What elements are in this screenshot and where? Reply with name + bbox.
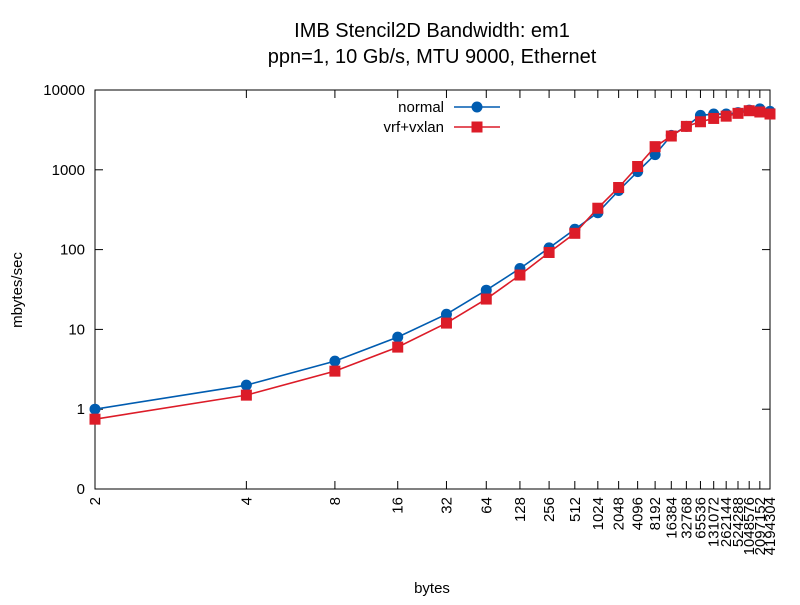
chart-title: IMB Stencil2D Bandwidth: em1	[294, 20, 570, 42]
x-tick-label: 64	[478, 497, 495, 514]
legend-label: vrf+vxlan	[384, 119, 444, 136]
x-tick-label: 16384	[663, 497, 680, 539]
point	[543, 246, 555, 258]
y-tick-label: 1	[77, 401, 85, 418]
point	[592, 202, 604, 214]
x-tick-label: 8192	[647, 497, 664, 530]
y-tick-label: 100	[60, 242, 85, 259]
series-line	[94, 108, 771, 410]
point	[240, 379, 252, 391]
x-tick-label: 131072	[706, 497, 723, 547]
y-axis-label: mbytes/sec	[9, 252, 26, 328]
y-tick-label: 10	[68, 321, 85, 338]
y-tick-label: 10000	[43, 82, 85, 99]
point	[329, 355, 341, 367]
x-tick-label: 512	[567, 497, 584, 522]
x-tick-label: 4096	[630, 497, 647, 530]
plot-frame	[94, 89, 771, 490]
point	[480, 293, 492, 305]
point	[480, 284, 492, 296]
point	[680, 120, 692, 132]
point	[632, 160, 644, 172]
point	[392, 331, 404, 343]
x-tick-label: 2	[87, 497, 104, 505]
point	[708, 112, 720, 124]
legend-marker	[471, 121, 483, 133]
x-tick-label: 8	[327, 497, 344, 505]
x-axis-label: bytes	[414, 580, 450, 597]
point	[240, 389, 252, 401]
x-tick-label: 4	[238, 497, 255, 505]
point	[649, 141, 661, 153]
y-tick-label: 1000	[52, 162, 85, 179]
chart-subtitle: ppn=1, 10 Gb/s, MTU 9000, Ethernet	[268, 46, 597, 68]
y-tick-label: 0	[77, 481, 85, 498]
x-tick-label: 65536	[692, 497, 709, 539]
x-tick-label: 2048	[611, 497, 628, 530]
point	[89, 403, 101, 415]
point	[732, 107, 744, 119]
point	[754, 106, 766, 118]
x-tick-label: 32	[438, 497, 455, 514]
x-tick-label: 16	[390, 497, 407, 514]
point	[569, 227, 581, 239]
x-tick-label: 128	[512, 497, 529, 522]
point	[514, 269, 526, 281]
x-tick-label: 4194304	[762, 497, 779, 555]
point	[665, 130, 677, 142]
x-tick-label: 1048576	[741, 497, 758, 555]
point	[764, 108, 776, 120]
point	[440, 308, 452, 320]
point	[440, 317, 452, 329]
legend-label: normal	[398, 99, 444, 116]
point	[392, 341, 404, 353]
point	[720, 110, 732, 122]
point	[694, 116, 706, 128]
point	[743, 105, 755, 117]
point	[89, 413, 101, 425]
x-tick-label: 524288	[730, 497, 747, 547]
point	[329, 365, 341, 377]
legend-marker	[471, 101, 483, 113]
point	[613, 182, 625, 194]
x-tick-label: 1024	[590, 497, 607, 530]
x-tick-label: 2097152	[752, 497, 769, 555]
x-tick-label: 256	[541, 497, 558, 522]
x-tick-label: 262144	[718, 497, 735, 547]
x-tick-label: 32768	[678, 497, 695, 539]
series-line	[94, 109, 771, 420]
